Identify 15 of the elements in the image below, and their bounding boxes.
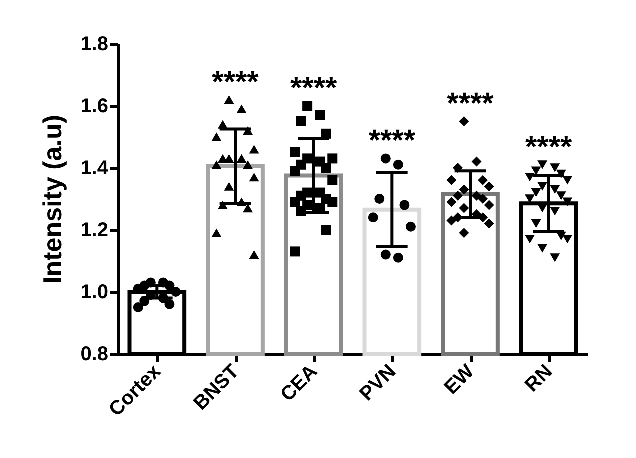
- annotation: ****: [368, 124, 416, 158]
- y-tick-label: 1.6: [80, 96, 108, 118]
- annotation: ****: [212, 66, 260, 99]
- y-axis-title: Intensity (a.u): [38, 114, 68, 284]
- y-tick-label: 1.2: [80, 220, 108, 242]
- x-tick-label: CEA: [276, 360, 322, 406]
- annotation: ****: [290, 72, 338, 105]
- y-tick-label: 1.8: [80, 34, 108, 56]
- y-tick-label: 1.0: [80, 282, 108, 304]
- annotation: ****: [447, 88, 494, 120]
- annotation: ****: [525, 130, 573, 164]
- x-tick-label: EW: [440, 360, 479, 400]
- y-tick-label: 0.8: [80, 344, 108, 366]
- x-tick-label: RN: [521, 360, 558, 397]
- y-tick-label: 1.4: [80, 158, 110, 180]
